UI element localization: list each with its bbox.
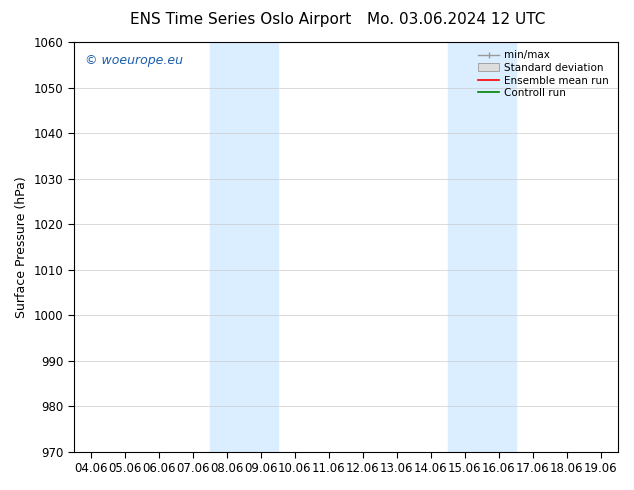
- Bar: [448, 42, 515, 452]
- Bar: [210, 42, 278, 452]
- Y-axis label: Surface Pressure (hPa): Surface Pressure (hPa): [15, 176, 28, 318]
- Text: © woeurope.eu: © woeurope.eu: [84, 54, 183, 67]
- Text: ENS Time Series Oslo Airport: ENS Time Series Oslo Airport: [131, 12, 351, 27]
- Text: Mo. 03.06.2024 12 UTC: Mo. 03.06.2024 12 UTC: [367, 12, 546, 27]
- Legend: min/max, Standard deviation, Ensemble mean run, Controll run: min/max, Standard deviation, Ensemble me…: [476, 47, 612, 101]
